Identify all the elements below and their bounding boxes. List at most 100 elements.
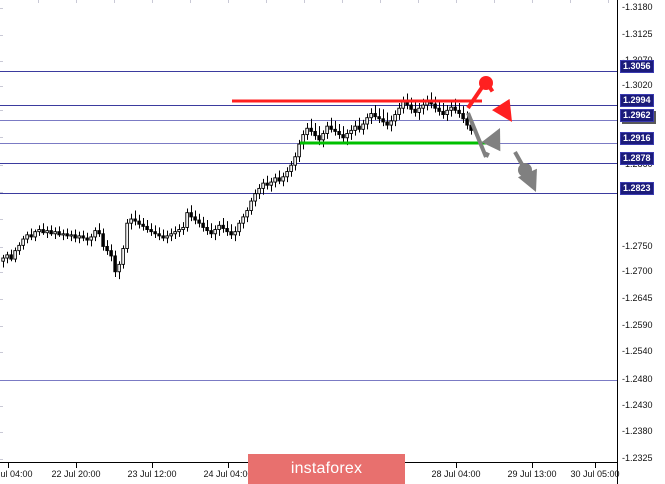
candle-body xyxy=(421,104,425,109)
candle-body xyxy=(145,225,149,230)
time-tick-label: 29 Jul 13:00 xyxy=(507,469,557,479)
candle-body xyxy=(85,237,89,241)
candle-body xyxy=(73,234,77,239)
grid-line-vertical xyxy=(532,0,533,462)
candle-body xyxy=(209,230,213,235)
candle-body xyxy=(341,134,345,139)
price-level-line xyxy=(0,163,617,164)
gray-down-arrow-icon xyxy=(517,168,537,192)
candle-body xyxy=(285,171,289,178)
time-tick xyxy=(8,463,9,468)
candle-body xyxy=(377,116,381,120)
candle-body xyxy=(417,107,421,113)
time-tick-label: 28 Jul 04:00 xyxy=(431,469,481,479)
candle-body xyxy=(37,229,41,233)
candle-body xyxy=(105,245,109,252)
price-tick-label: -1.3180 xyxy=(622,2,653,12)
candle-body xyxy=(309,127,313,132)
grid-line-vertical xyxy=(190,0,191,462)
price-level-label[interactable]: 1.3056 xyxy=(620,60,654,73)
price-level-label[interactable]: 1.2823 xyxy=(620,182,654,195)
time-tick xyxy=(532,463,533,468)
candle-body xyxy=(161,235,165,239)
candle-body xyxy=(413,108,417,113)
candle-body xyxy=(261,182,265,189)
price-tick-label: -1.2430 xyxy=(622,400,653,410)
candle-body xyxy=(185,212,189,228)
grid-line-horizontal xyxy=(0,137,617,138)
grid-line-horizontal xyxy=(0,272,617,273)
candle-body xyxy=(141,223,145,227)
time-tick-label: 23 Jul 12:00 xyxy=(127,469,177,479)
candle-body xyxy=(245,210,249,218)
candle-body xyxy=(25,234,29,240)
candle-body xyxy=(241,216,245,224)
price-level-line xyxy=(0,380,617,381)
candle-body xyxy=(445,109,449,116)
candle-body xyxy=(193,216,197,221)
candle-body xyxy=(129,218,133,224)
candle-body xyxy=(325,125,329,134)
price-tick-label: -1.2645 xyxy=(622,293,653,303)
candle-body xyxy=(289,164,293,172)
candle-body xyxy=(329,125,333,130)
grid-line-vertical xyxy=(494,0,495,462)
price-tick-label: -1.2480 xyxy=(622,374,653,384)
current-price-label[interactable]: 1.2962 xyxy=(620,109,654,122)
candle-body xyxy=(333,128,337,132)
candle-body xyxy=(109,250,113,257)
candle-body xyxy=(453,106,457,111)
candle-body xyxy=(21,238,25,246)
candle-body xyxy=(121,248,125,265)
price-level-label[interactable]: 1.2994 xyxy=(620,94,654,107)
price-level-label[interactable]: 1.2878 xyxy=(620,152,654,165)
candle-body xyxy=(461,113,465,120)
candle-body xyxy=(281,176,285,182)
price-level-line xyxy=(0,193,617,194)
candle-body xyxy=(237,222,241,233)
grid-line-vertical xyxy=(418,0,419,462)
price-axis[interactable]: -1.3180-1.3125-1.3070-1.3020-1.2916-1.28… xyxy=(617,0,665,484)
candle-body xyxy=(217,224,221,230)
candle-body xyxy=(117,263,121,273)
price-level-line xyxy=(0,71,617,72)
candle-body xyxy=(293,156,297,166)
price-tick-label: -1.2380 xyxy=(622,426,653,436)
candle-body xyxy=(169,233,173,237)
candle-body xyxy=(437,107,441,112)
candle-body xyxy=(349,129,353,134)
candle-body xyxy=(321,133,325,141)
candle-body xyxy=(17,244,21,252)
candle-body xyxy=(5,254,9,259)
candle-body xyxy=(305,127,309,136)
grid-line-vertical xyxy=(456,0,457,462)
candle-body xyxy=(113,255,117,273)
price-tick-label: -1.2540 xyxy=(622,346,653,356)
candle-body xyxy=(137,220,141,225)
price-tick-label: -1.3020 xyxy=(622,80,653,90)
candle-body xyxy=(317,135,321,141)
candle-body xyxy=(365,117,369,125)
watermark-text: instaforex xyxy=(290,460,363,477)
candle-body xyxy=(229,231,233,236)
chart-plot-area[interactable] xyxy=(0,0,617,462)
time-tick xyxy=(228,463,229,468)
candle-body xyxy=(49,230,53,235)
candle-body xyxy=(153,231,157,235)
candle-body xyxy=(265,182,269,186)
grid-line-vertical xyxy=(266,0,267,462)
time-tick-label: 22 Jul 04:00 xyxy=(0,469,33,479)
candle-body xyxy=(381,118,385,123)
candle-body xyxy=(277,177,281,182)
grid-line-horizontal xyxy=(0,299,617,300)
candle-body xyxy=(397,107,401,116)
instaforex-watermark: instaforex xyxy=(248,454,405,484)
price-level-label[interactable]: 1.2916 xyxy=(620,132,654,145)
price-level-line xyxy=(0,105,617,106)
candle-body xyxy=(369,113,373,119)
candle-body xyxy=(297,143,301,158)
time-tick xyxy=(76,463,77,468)
grid-line-horizontal xyxy=(0,192,617,193)
grid-line-horizontal xyxy=(0,165,617,166)
